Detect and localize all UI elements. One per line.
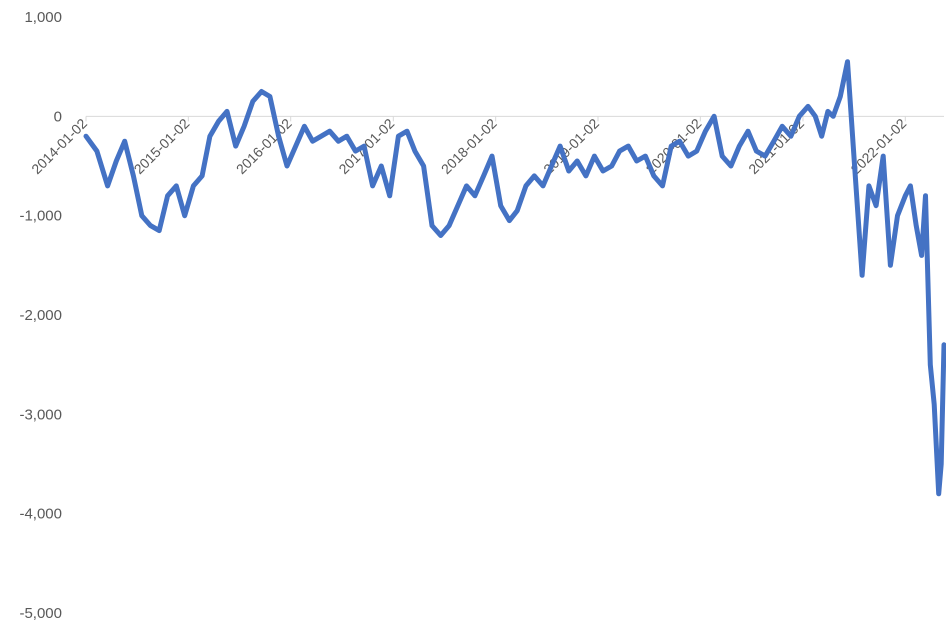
y-tick-label: -2,000 — [19, 307, 62, 324]
y-tick-label: -1,000 — [19, 208, 62, 225]
y-tick-label: 1,000 — [24, 9, 62, 26]
series-line — [83, 59, 946, 497]
x-tick-label: 2018-01-02 — [438, 115, 500, 177]
y-tick-label: -3,000 — [19, 406, 62, 423]
y-tick-label: -4,000 — [19, 506, 62, 523]
y-axis-ticks: 1,000 0 -1,000 -2,000 -3,000 -4,000 -5,000 — [19, 9, 62, 622]
y-tick-label: -5,000 — [19, 605, 62, 622]
x-tick-label: 2015-01-02 — [131, 115, 193, 177]
y-tick-label: 0 — [54, 108, 62, 125]
x-axis-ticks: 2014-01-02 2015-01-02 2016-01-02 2017-01-02… — [28, 115, 909, 177]
